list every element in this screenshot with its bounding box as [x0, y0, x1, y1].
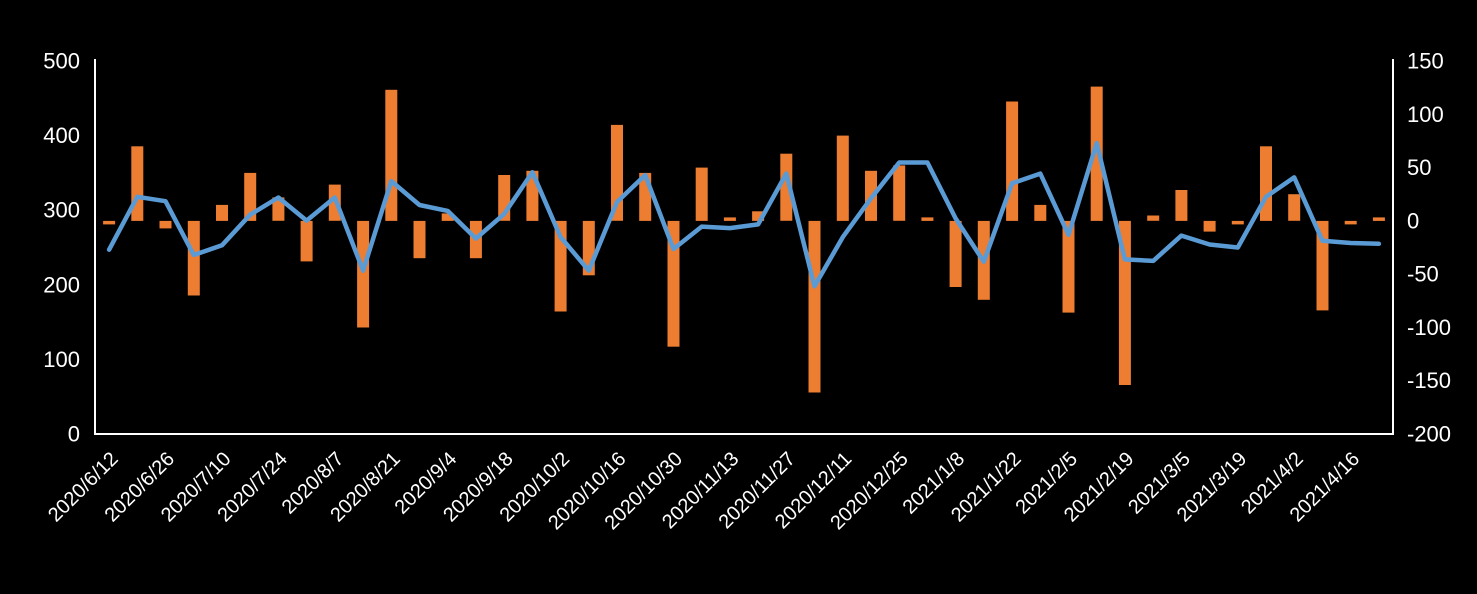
bar	[1288, 194, 1301, 221]
bar	[187, 220, 200, 296]
bar	[836, 135, 849, 221]
left-axis-tick-label: 500	[43, 49, 80, 74]
right-axis-tick-label: 100	[1407, 102, 1444, 127]
bar	[780, 153, 793, 221]
bar	[1118, 220, 1131, 385]
bar	[893, 165, 906, 221]
right-axis-tick-label: -200	[1407, 422, 1451, 447]
bar	[1203, 220, 1216, 232]
left-axis-tick-label: 200	[43, 272, 80, 297]
bar	[441, 213, 454, 221]
left-axis-tick-label: 0	[68, 422, 80, 447]
right-axis-tick-label: 50	[1407, 155, 1431, 180]
bar	[921, 217, 934, 221]
left-axis-tick-label: 300	[43, 198, 80, 223]
bar	[752, 211, 765, 221]
bar	[1260, 146, 1272, 221]
right-axis-tick-label: -150	[1407, 368, 1451, 393]
bar	[131, 146, 144, 221]
right-axis-tick-label: -50	[1407, 262, 1439, 287]
bar	[808, 220, 821, 393]
bar	[216, 204, 228, 221]
bar	[667, 220, 680, 347]
left-axis-tick-label: 100	[43, 347, 80, 372]
bar	[413, 220, 426, 259]
bar	[300, 220, 313, 262]
bar	[723, 217, 736, 221]
right-axis-tick-label: 150	[1407, 49, 1444, 74]
bar	[244, 172, 257, 221]
line-series-path	[106, 140, 1382, 289]
bar	[1372, 217, 1385, 221]
bar	[1231, 220, 1244, 225]
bar	[695, 167, 708, 221]
bar	[1344, 220, 1357, 225]
bar	[1006, 101, 1019, 221]
bar	[1062, 220, 1075, 313]
bar	[1147, 215, 1160, 221]
right-axis-tick-label: -100	[1407, 315, 1451, 340]
right-axis-tick-label: 0	[1407, 208, 1419, 233]
bar	[1090, 86, 1103, 221]
bar	[1034, 204, 1047, 221]
bar	[357, 220, 370, 328]
left-axis-tick-label: 400	[43, 123, 80, 148]
bar	[949, 220, 962, 287]
bar	[272, 197, 285, 221]
bar	[159, 220, 172, 229]
bar	[103, 220, 116, 225]
bar	[1175, 190, 1188, 221]
